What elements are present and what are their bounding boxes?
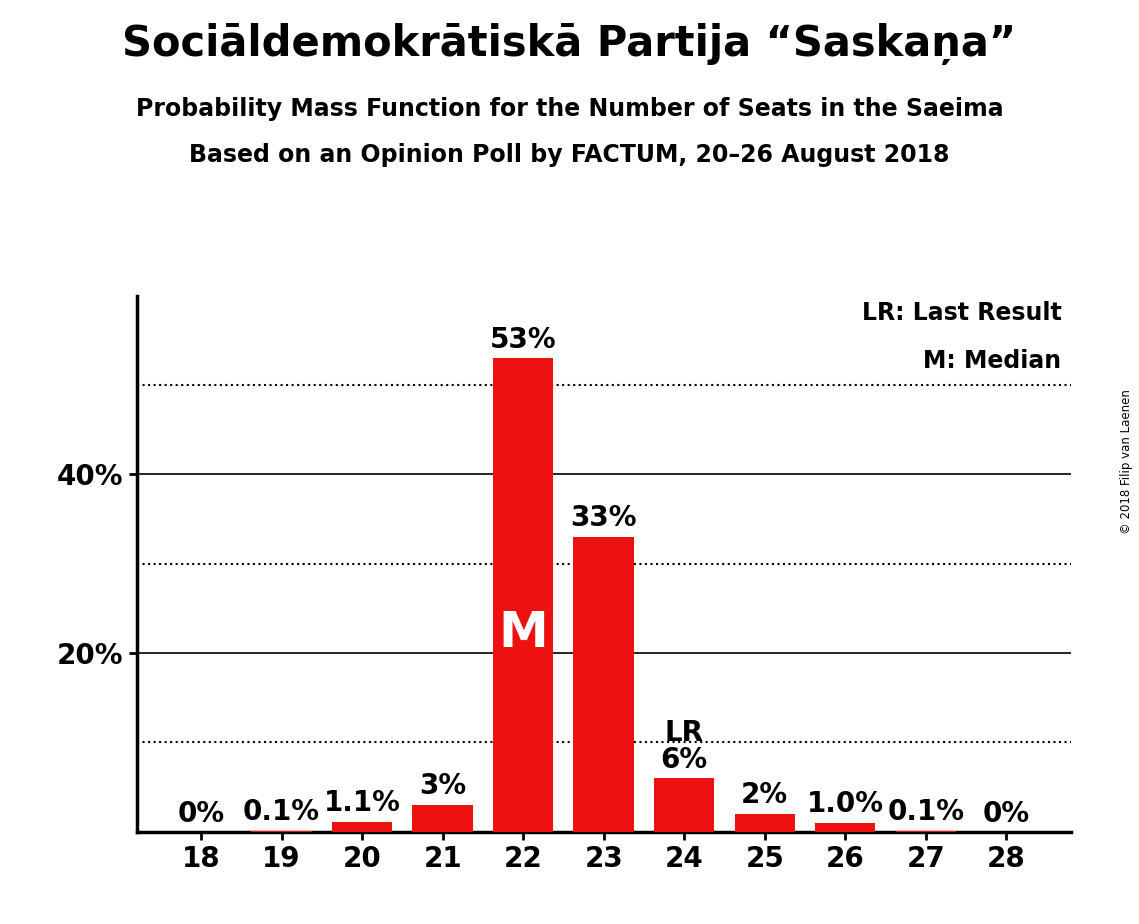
Bar (331, 821, 392, 832)
Text: 0.1%: 0.1% (887, 798, 965, 826)
Text: 6%: 6% (661, 746, 707, 773)
Text: 0%: 0% (178, 800, 224, 828)
Bar (573, 537, 634, 832)
Bar (735, 814, 795, 832)
Text: Sociāldemokrātiskā Partija “Saskaņa”: Sociāldemokrātiskā Partija “Saskaņa” (122, 23, 1017, 65)
Text: 1.1%: 1.1% (323, 789, 401, 818)
Text: M: Median: M: Median (924, 349, 1062, 373)
Text: Based on an Opinion Poll by FACTUM, 20–26 August 2018: Based on an Opinion Poll by FACTUM, 20–2… (189, 143, 950, 167)
Bar (412, 805, 473, 832)
Text: 33%: 33% (571, 505, 637, 532)
Text: M: M (498, 609, 548, 657)
Text: 2%: 2% (741, 782, 788, 809)
Text: LR: Last Result: LR: Last Result (861, 301, 1062, 325)
Text: 0%: 0% (983, 800, 1030, 828)
Text: Probability Mass Function for the Number of Seats in the Saeima: Probability Mass Function for the Number… (136, 97, 1003, 121)
Text: 53%: 53% (490, 326, 557, 354)
Bar (816, 822, 876, 832)
Bar (654, 778, 714, 832)
Text: LR: LR (665, 719, 704, 747)
Text: © 2018 Filip van Laenen: © 2018 Filip van Laenen (1121, 390, 1133, 534)
Text: 0.1%: 0.1% (243, 798, 320, 826)
Bar (493, 359, 554, 832)
Text: 3%: 3% (419, 772, 466, 800)
Text: 1.0%: 1.0% (806, 790, 884, 819)
